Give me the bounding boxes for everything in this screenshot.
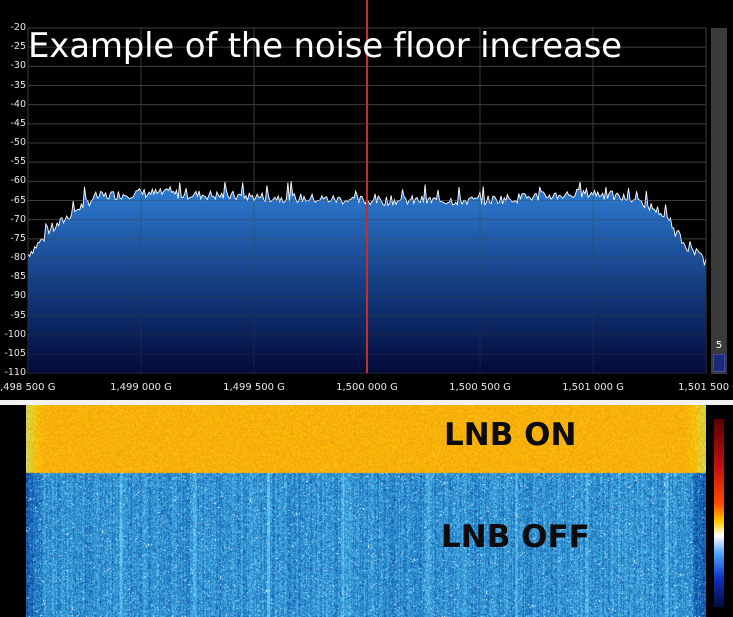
y-tick-label: -105 — [4, 347, 26, 359]
lnb-off-label: LNB OFF — [441, 519, 590, 555]
y-tick-label: -85 — [10, 271, 26, 283]
y-tick-label: -110 — [4, 367, 26, 378]
spectrum-title: Example of the noise floor increase — [28, 26, 622, 66]
x-tick-label: 1,499 000 G — [110, 382, 172, 393]
lnb-on-label: LNB ON — [444, 417, 577, 453]
spectrum-plot[interactable] — [0, 0, 733, 400]
y-tick-label: -60 — [10, 175, 26, 187]
y-tick-label: -45 — [10, 117, 26, 129]
level-scrollbar[interactable] — [711, 28, 727, 374]
panel-separator[interactable] — [0, 400, 733, 405]
y-tick-label: -25 — [10, 41, 26, 53]
y-tick-label: -40 — [10, 98, 26, 110]
x-tick-label: ,498 500 G — [0, 382, 56, 393]
y-tick-label: -65 — [10, 194, 26, 206]
y-tick-label: -90 — [10, 290, 26, 302]
x-tick-label: 1,500 000 G — [336, 382, 398, 393]
y-tick-label: -55 — [10, 156, 26, 168]
level-scrollbar-thumb[interactable] — [713, 354, 725, 372]
y-tick-label: -80 — [10, 252, 26, 263]
waterfall-display[interactable] — [26, 405, 706, 617]
x-tick-label: 1,500 500 G — [449, 382, 511, 393]
y-tick-label: -95 — [10, 309, 26, 321]
y-tick-label: -35 — [10, 79, 26, 91]
y-tick-label: -70 — [10, 213, 26, 225]
y-tick-label: -75 — [10, 232, 26, 244]
spectrum-panel: -20 -25 -30 -35 -40 -45 -50 -55 -60 -65 -70 -75 -80 -… — [0, 0, 733, 400]
waterfall-panel: LNB ON LNB OFF — [0, 405, 733, 617]
x-tick-label: 1,501 500 G — [678, 382, 733, 393]
waterfall-color-scale — [714, 419, 724, 607]
y-tick-label: -20 — [10, 22, 26, 33]
y-tick-label: -100 — [4, 328, 26, 340]
x-tick-label: 1,501 000 G — [562, 382, 624, 393]
y-tick-label: -30 — [10, 60, 26, 72]
y-tick-label: -50 — [10, 137, 26, 148]
x-tick-label: 1,499 500 G — [223, 382, 285, 393]
level-value: 5 — [715, 340, 723, 351]
